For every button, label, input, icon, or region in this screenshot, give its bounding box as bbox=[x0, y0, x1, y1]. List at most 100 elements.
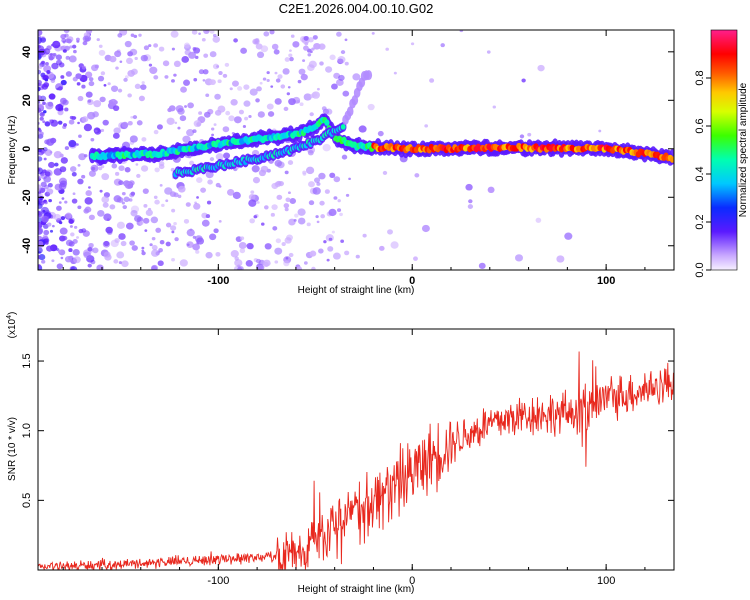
heatmap-cell bbox=[126, 57, 133, 65]
heatmap-cell bbox=[109, 55, 117, 63]
heatmap-cell bbox=[66, 38, 72, 44]
heatmap-cell bbox=[38, 226, 41, 231]
heatmap-cell bbox=[99, 189, 103, 193]
heatmap-cell bbox=[319, 200, 325, 206]
snr-axes: -100 0 100 0.5 1.0 1.5 bbox=[21, 329, 674, 587]
heatmap-cell bbox=[318, 172, 326, 180]
heatmap-cell bbox=[48, 119, 53, 123]
heatmap-cell bbox=[158, 248, 163, 253]
heatmap-cell bbox=[75, 73, 82, 79]
heatmap-cell bbox=[41, 215, 49, 223]
heatmap-cell bbox=[121, 121, 129, 129]
heatmap-cell bbox=[47, 182, 53, 188]
heatmap-cell bbox=[273, 49, 280, 55]
heatmap-cell bbox=[187, 102, 194, 109]
heatmap-cell bbox=[162, 60, 170, 67]
heatmap-cell bbox=[233, 116, 242, 124]
heatmap-cell bbox=[271, 182, 279, 190]
heatmap-cell bbox=[151, 244, 158, 251]
heatmap-cell bbox=[46, 45, 52, 51]
heatmap-cell bbox=[223, 152, 231, 159]
heatmap-cell bbox=[61, 38, 67, 43]
heatmap-cell bbox=[274, 247, 283, 255]
heatmap-cell bbox=[121, 201, 125, 205]
heatmap-cell bbox=[38, 167, 41, 172]
heatmap-cell bbox=[73, 225, 78, 229]
heatmap-cell bbox=[324, 189, 330, 194]
heatmap-cell bbox=[140, 54, 148, 62]
heatmap-cell bbox=[414, 173, 420, 178]
heatmap-cell bbox=[598, 129, 602, 133]
heatmap-cell bbox=[276, 194, 283, 200]
heatmap-cell bbox=[283, 203, 290, 209]
heatmap-cell bbox=[186, 243, 190, 247]
heatmap-cell bbox=[48, 55, 54, 61]
heatmap-cell bbox=[121, 191, 126, 196]
heatmap-cell bbox=[242, 125, 247, 128]
heatmap-cell bbox=[344, 38, 348, 42]
heatmap-cell bbox=[309, 112, 314, 117]
heatmap-cell bbox=[319, 61, 324, 66]
heatmap-cell bbox=[303, 45, 309, 51]
heatmap-cell bbox=[87, 111, 96, 120]
heatmap-cell bbox=[295, 266, 302, 270]
heatmap-cell bbox=[101, 196, 110, 204]
heatmap-cell bbox=[44, 139, 50, 145]
heatmap-cell bbox=[165, 222, 172, 228]
heatmap-cell bbox=[252, 176, 261, 184]
heatmap-cell bbox=[44, 171, 51, 177]
heatmap-cell bbox=[122, 205, 127, 210]
heatmap-cell bbox=[39, 116, 44, 121]
heatmap-cell bbox=[83, 123, 92, 132]
heatmap-cell bbox=[92, 247, 99, 254]
heatmap-cell bbox=[250, 190, 255, 194]
heatmap-cell bbox=[116, 251, 125, 259]
heatmap-cell bbox=[333, 196, 338, 200]
heatmap-cell bbox=[59, 153, 64, 158]
heatmap-cell bbox=[212, 35, 221, 43]
heatmap-cell bbox=[309, 50, 313, 54]
heatmap-cell bbox=[292, 41, 300, 48]
heatmap-cell bbox=[42, 101, 46, 105]
heatmap-cell bbox=[46, 245, 53, 252]
heatmap-cell bbox=[171, 208, 176, 213]
heatmap-cell bbox=[274, 98, 282, 105]
snr-series-line bbox=[38, 351, 674, 570]
heatmap-cell bbox=[115, 171, 120, 176]
heatmap-cell bbox=[320, 214, 326, 219]
heatmap-cell bbox=[38, 148, 42, 153]
heatmap-cell bbox=[331, 230, 336, 234]
heatmap-cell bbox=[234, 259, 243, 267]
heatmap-cell bbox=[87, 247, 93, 252]
heatmap-cell bbox=[85, 30, 93, 34]
heatmap-cell bbox=[65, 71, 72, 77]
heatmap-cell bbox=[316, 87, 320, 91]
heatmap-cell bbox=[42, 120, 46, 124]
heatmap-cell bbox=[56, 205, 62, 211]
heatmap-cell bbox=[62, 99, 69, 106]
heatmap-cell bbox=[331, 83, 338, 90]
x-tick-label: 100 bbox=[597, 275, 615, 287]
spectrogram-heatmap bbox=[38, 30, 674, 270]
heatmap-cell bbox=[174, 121, 178, 125]
heatmap-cell bbox=[307, 64, 315, 72]
heatmap-cell bbox=[266, 71, 270, 75]
heatmap-cell bbox=[165, 241, 171, 247]
heatmap-cell bbox=[38, 175, 41, 181]
spectrogram-xlabel: Height of straight line (km) bbox=[298, 285, 415, 296]
heatmap-cell bbox=[100, 71, 106, 76]
heatmap-cell bbox=[113, 127, 121, 135]
heatmap-cell bbox=[96, 38, 100, 42]
colorbar-tick-label: 0.0 bbox=[694, 262, 706, 277]
heatmap-cell bbox=[196, 177, 203, 183]
heatmap-cell bbox=[249, 88, 258, 96]
heatmap-cell bbox=[46, 222, 52, 227]
heatmap-cell bbox=[213, 228, 219, 234]
heatmap-cell bbox=[196, 196, 199, 199]
heatmap-cell bbox=[130, 68, 138, 75]
heatmap-cell bbox=[170, 30, 179, 38]
heatmap-cell bbox=[65, 212, 72, 219]
heatmap-cell bbox=[253, 215, 258, 219]
heatmap-cell bbox=[39, 37, 47, 43]
heatmap-cell bbox=[228, 115, 235, 122]
